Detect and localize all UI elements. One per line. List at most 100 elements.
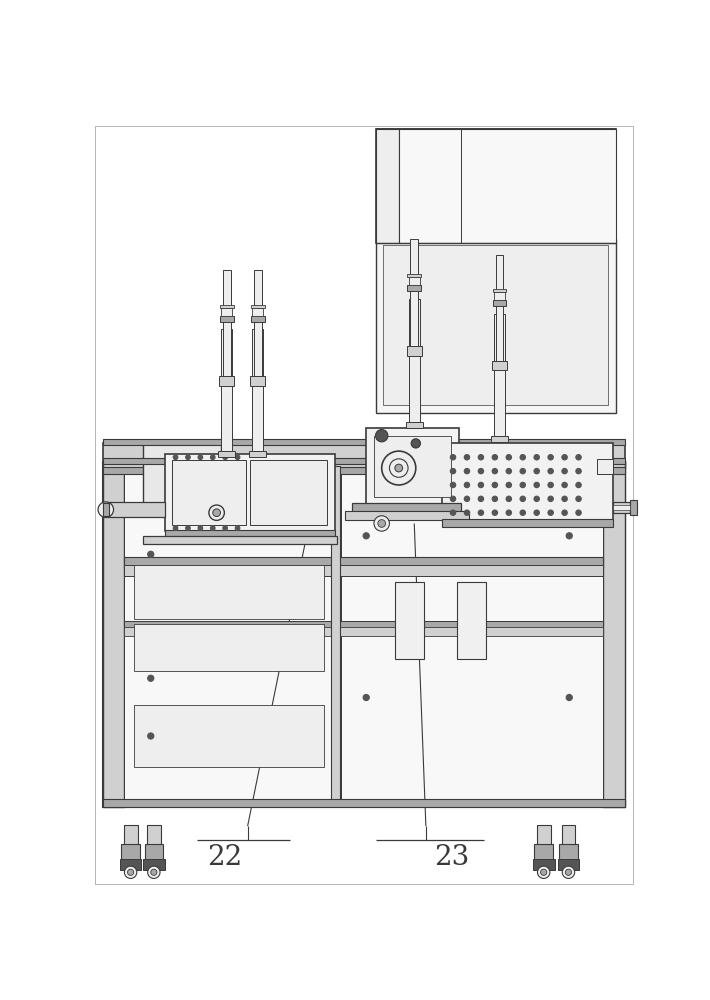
Circle shape [492,468,498,474]
Bar [408,285,421,291]
Bar [491,436,508,442]
Bar [535,844,553,861]
Bar [165,454,335,531]
Bar [147,825,161,845]
Bar [103,458,625,464]
Circle shape [395,464,403,472]
Circle shape [148,866,160,878]
Circle shape [566,694,572,701]
Circle shape [374,516,390,531]
Circle shape [148,675,154,681]
Circle shape [492,496,498,502]
Circle shape [376,430,388,442]
Bar [405,422,422,428]
Bar [124,825,138,845]
Circle shape [363,694,369,701]
Circle shape [492,510,498,515]
Circle shape [492,482,498,488]
Circle shape [185,455,190,460]
Circle shape [151,869,157,875]
Circle shape [450,455,456,460]
Circle shape [173,455,178,460]
Bar [103,439,625,445]
Circle shape [198,526,202,530]
Circle shape [198,455,202,460]
Bar [103,502,165,517]
Circle shape [378,520,386,527]
Circle shape [148,733,154,739]
Bar [395,582,425,659]
Bar [399,129,616,243]
Bar [219,316,234,322]
Bar [124,565,604,576]
Bar [249,451,266,457]
Bar [494,292,505,300]
Bar [124,627,604,636]
Circle shape [479,510,484,515]
Circle shape [173,526,178,530]
Bar [331,466,340,805]
Circle shape [223,455,227,460]
Circle shape [235,526,240,530]
Circle shape [450,510,456,515]
Bar [494,314,505,436]
Circle shape [124,866,137,878]
Circle shape [148,551,154,557]
Circle shape [213,509,221,517]
Circle shape [548,468,553,474]
Circle shape [520,496,525,502]
Bar [252,329,263,451]
Circle shape [576,482,581,488]
Circle shape [566,533,572,539]
Circle shape [548,496,553,502]
Bar [143,859,165,870]
Bar [366,428,459,505]
Bar [408,274,421,277]
Circle shape [210,455,215,460]
Bar [342,474,604,805]
Bar [376,129,399,243]
Bar [374,436,452,497]
Circle shape [450,482,456,488]
Bar [173,460,246,525]
Circle shape [534,468,540,474]
Circle shape [506,468,511,474]
Circle shape [223,526,227,530]
Circle shape [534,496,540,502]
Bar [121,844,140,861]
Circle shape [534,455,540,460]
Circle shape [548,482,553,488]
Circle shape [235,455,240,460]
Circle shape [464,468,469,474]
Bar [145,844,163,861]
Bar [103,460,625,468]
Bar [409,277,420,285]
Bar [442,519,613,527]
Circle shape [479,468,484,474]
Bar [124,620,604,628]
Circle shape [506,510,511,515]
Bar [103,799,625,807]
Bar [103,443,625,460]
Bar [103,466,625,474]
Bar [557,859,579,870]
Bar [532,859,555,870]
Circle shape [450,496,456,502]
Circle shape [464,496,469,502]
Bar [492,361,507,370]
Bar [133,565,324,619]
Bar [630,500,638,515]
Bar [442,443,613,520]
Bar [559,844,578,861]
Circle shape [128,869,133,875]
Bar [376,239,616,413]
Bar [219,376,234,386]
Bar [218,451,235,457]
Circle shape [363,533,369,539]
Circle shape [576,510,581,515]
Circle shape [562,482,567,488]
Circle shape [479,482,484,488]
Bar [613,505,630,510]
Bar [133,705,324,767]
Circle shape [450,468,456,474]
